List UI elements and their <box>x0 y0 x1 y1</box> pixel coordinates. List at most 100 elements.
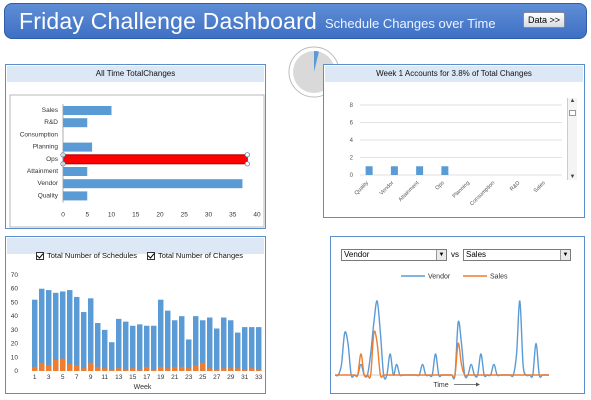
schedule-bar <box>130 325 136 371</box>
chevron-down-icon[interactable]: ▼ <box>560 250 570 260</box>
scroll-down-icon[interactable]: ▼ <box>569 174 576 180</box>
x-tick-label: 7 <box>75 374 79 381</box>
y-tick-label: 2 <box>350 156 354 162</box>
change-bar <box>158 366 164 371</box>
category-label: Ops <box>434 180 446 192</box>
schedule-bar <box>207 317 213 371</box>
schedule-bar <box>200 320 206 371</box>
change-bar <box>137 369 143 371</box>
select-a-dropdown[interactable]: Vendor ▼ <box>341 249 447 261</box>
dashboard-subtitle: Schedule Changes over Time <box>325 16 496 31</box>
legend-label: Vendor <box>428 274 451 281</box>
y-tick-label: 0 <box>14 368 18 375</box>
schedule-bar <box>242 327 248 371</box>
category-label: Attainment <box>27 168 58 175</box>
y-tick-label: 0 <box>350 173 354 179</box>
panel-title: Week 1 Accounts for 3.8% of Total Change… <box>325 66 583 82</box>
select-b-dropdown[interactable]: Sales ▼ <box>463 249 571 261</box>
schedule-bar <box>88 298 94 371</box>
schedule-bar <box>228 320 234 371</box>
all-time-changes-chart[interactable]: Sales R&D Consumption Planning Ops Attainment… <box>6 83 265 228</box>
x-tick-label: 27 <box>213 374 221 381</box>
schedule-bar <box>39 288 45 371</box>
schedule-bar <box>60 291 66 371</box>
chevron-down-icon[interactable]: ▼ <box>436 250 446 260</box>
select-b-value: Sales <box>466 250 487 259</box>
change-bar <box>179 366 185 371</box>
week1-chart[interactable]: 0 2 4 6 8 Quality Vendor Attainment Ops PlanningC… <box>324 83 564 217</box>
schedule-bar <box>256 327 262 371</box>
category-label: Sales <box>533 180 547 194</box>
checkbox-checked-icon[interactable] <box>147 251 155 260</box>
schedule-bar <box>158 299 164 371</box>
bar <box>63 142 93 152</box>
bar <box>441 166 449 175</box>
changes-checkbox[interactable]: Total Number of Changes <box>147 251 243 260</box>
schedule-bar <box>102 329 108 371</box>
change-bar <box>109 369 115 371</box>
change-bar <box>228 368 234 371</box>
bar <box>365 166 373 175</box>
data-button[interactable]: Data >> <box>523 12 565 28</box>
change-bar <box>193 365 199 371</box>
schedule-bar <box>32 299 38 371</box>
legend-label: Sales <box>490 274 508 281</box>
change-bar <box>74 365 80 371</box>
schedule-bar <box>116 318 122 371</box>
change-bar <box>242 369 248 371</box>
schedule-bar <box>193 316 199 371</box>
change-bar <box>214 369 220 371</box>
x-axis-title: Week <box>134 384 152 391</box>
change-bar <box>200 362 206 371</box>
change-bar <box>151 369 157 371</box>
schedule-bar <box>186 339 192 371</box>
schedule-bar <box>179 316 185 371</box>
scroll-up-icon[interactable]: ▲ <box>569 98 576 104</box>
bar <box>63 118 88 128</box>
y-tick-label: 20 <box>11 341 19 348</box>
x-tick-label: 33 <box>255 374 263 381</box>
bar <box>63 179 243 189</box>
change-bar <box>235 368 241 371</box>
schedule-bar <box>221 317 227 371</box>
changes-checkbox-label: Total Number of Changes <box>158 251 244 260</box>
change-bar <box>221 368 227 371</box>
week1-scrollbar[interactable]: ▲ ▼ <box>567 98 577 180</box>
schedule-bar <box>214 328 220 371</box>
change-bar <box>172 366 178 371</box>
y-tick-label: 50 <box>11 299 19 306</box>
category-label: R&D <box>44 119 58 126</box>
x-tick-label: 40 <box>253 212 261 219</box>
schedule-bar <box>67 290 73 371</box>
x-tick-label: 0 <box>61 212 65 219</box>
x-tick-label: 25 <box>181 212 189 219</box>
vendor-sales-chart[interactable]: Vendor Sales Time <box>331 263 584 393</box>
select-a-value: Vendor <box>344 250 370 259</box>
category-label: Planning <box>33 144 59 151</box>
scroll-thumb[interactable] <box>569 110 576 116</box>
change-bar <box>186 368 192 371</box>
change-bar <box>130 368 136 371</box>
schedule-bar <box>46 290 52 371</box>
y-tick-label: 40 <box>11 313 19 320</box>
x-tick-label: 17 <box>143 374 151 381</box>
series-line <box>334 300 549 380</box>
bar <box>63 191 88 201</box>
chart-frame <box>9 94 265 228</box>
category-label: Planning <box>452 180 471 199</box>
bar <box>63 106 112 115</box>
schedules-checkbox[interactable]: Total Number of Schedules <box>36 251 137 260</box>
bar <box>63 167 88 176</box>
schedule-bar <box>95 323 101 371</box>
schedules-panel: Total Number of Schedules Total Number o… <box>5 236 266 394</box>
category-label: Sales <box>42 107 59 114</box>
change-bar <box>81 368 87 371</box>
change-bar <box>249 368 255 371</box>
category-label: Attainment <box>398 180 421 203</box>
category-label: R&D <box>509 180 521 192</box>
change-bar <box>116 368 122 371</box>
schedule-bar <box>172 320 178 371</box>
checkbox-checked-icon[interactable] <box>36 251 44 260</box>
category-label: Quality <box>354 180 371 197</box>
